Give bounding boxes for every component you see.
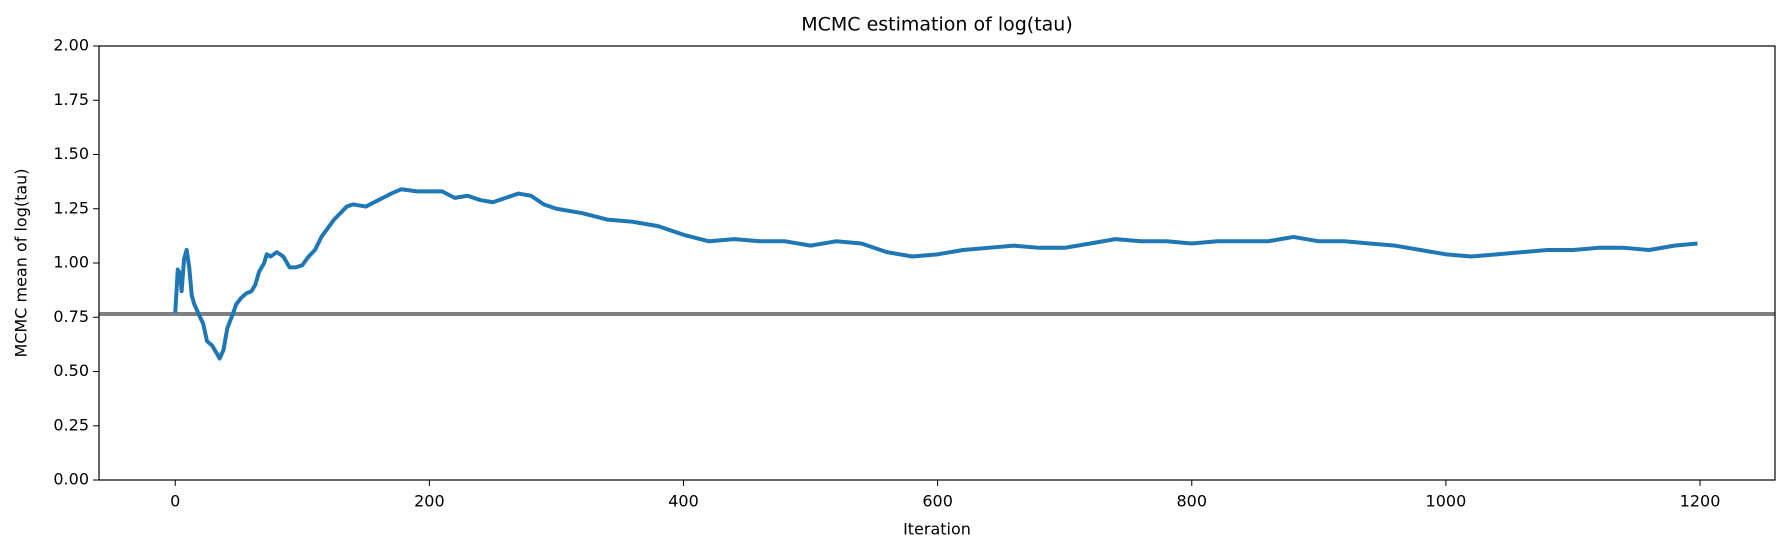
x-tick-label: 600 [922, 492, 953, 511]
y-tick-label: 0.50 [53, 361, 89, 380]
plot-frame [98, 45, 1776, 481]
y-tick-label: 1.00 [53, 253, 89, 272]
y-tick-label: 0.00 [53, 470, 89, 489]
x-tick-label: 0 [170, 492, 180, 511]
y-tick-label: 1.25 [53, 198, 89, 217]
y-tick-label: 1.75 [53, 90, 89, 109]
y-axis-label: MCMC mean of log(tau) [12, 168, 31, 357]
x-tick-label: 1000 [1426, 492, 1467, 511]
y-tick-label: 0.25 [53, 415, 89, 434]
y-tick-label: 2.00 [53, 36, 89, 55]
y-tick-label: 1.50 [53, 144, 89, 163]
x-tick-label: 400 [668, 492, 699, 511]
x-tick-label: 200 [414, 492, 445, 511]
x-axis-label: Iteration [903, 520, 971, 539]
y-tick-label: 0.75 [53, 307, 89, 326]
series-line [173, 187, 1698, 361]
x-tick-label: 800 [1176, 492, 1207, 511]
chart-title: MCMC estimation of log(tau) [801, 14, 1073, 36]
x-tick-label: 1200 [1680, 492, 1721, 511]
